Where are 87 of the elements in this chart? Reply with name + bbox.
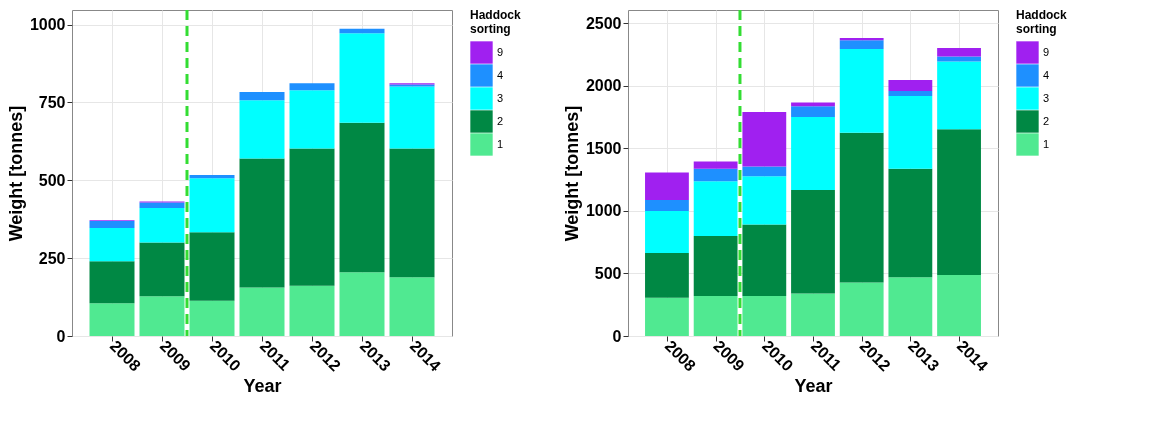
y-tick-label: 500 [38,171,66,189]
bar [742,296,787,336]
bar [139,296,185,336]
bar [693,296,738,336]
y-tick-label: 750 [38,93,66,111]
bar [693,235,738,297]
bar [189,232,235,301]
bar [888,91,933,96]
bar [839,48,884,133]
bar [139,208,185,243]
bar [139,242,185,297]
bar [937,129,981,276]
bar [839,132,884,283]
legend-label: 2 [497,114,504,127]
bar [791,116,835,190]
bar [937,47,981,57]
bar [645,297,689,336]
legend-label: 1 [497,137,504,150]
y-tick-label: 250 [38,249,66,267]
bar [239,287,285,336]
bar [89,303,135,336]
bar [742,224,787,297]
legend-title: Haddock sorting [470,8,521,36]
bar [289,285,335,336]
y-tick-label: 500 [594,264,622,282]
bar [289,90,335,149]
bar [89,221,135,228]
bar [339,122,385,273]
legend-label: 9 [1043,45,1050,58]
bar [289,83,335,91]
bar [645,199,689,211]
bar [888,95,933,169]
legend-label: 3 [497,91,504,104]
bar [339,33,385,123]
bar [937,275,981,336]
bar [645,210,689,254]
legend-label: 4 [497,68,504,81]
bar [189,175,235,179]
bar [937,56,981,62]
legend-label: 3 [1043,91,1050,104]
bar [693,161,738,169]
legend-title: Haddock sorting [1016,8,1067,36]
bar [389,86,435,149]
bar [645,253,689,298]
bar [189,300,235,336]
bar [791,293,835,336]
bar [791,189,835,294]
bar [791,106,835,117]
bar [839,40,884,49]
bar [742,112,787,167]
x-axis-title: Year [243,376,282,397]
bar [339,272,385,336]
bar [139,202,185,209]
bar [742,166,787,177]
y-tick-label: 2000 [585,77,622,95]
y-tick-label: 1000 [585,202,622,220]
bar [888,277,933,336]
bar [89,227,135,262]
bar [239,158,285,288]
bar [389,277,435,336]
bar [239,91,285,101]
bar [937,61,981,130]
y-tick-label: 0 [612,327,622,345]
legend-label: 2 [1043,114,1050,127]
bar [888,80,933,92]
bar [888,168,933,278]
bar [389,148,435,278]
bar [189,178,235,233]
y-tick-label: 2500 [585,14,622,32]
legend-label: 1 [1043,137,1050,150]
bar [693,181,738,236]
legend-label: 4 [1043,68,1050,81]
bar [289,148,335,286]
y-tick-label: 0 [56,327,66,345]
y-axis-title: Weight [tonnes] [5,105,26,242]
y-axis-title: Weight [tonnes] [561,105,582,242]
bar [693,168,738,182]
y-tick-label: 1000 [29,16,66,34]
bar [89,261,135,304]
bar [791,102,835,107]
x-axis-title: Year [794,376,833,397]
bar [742,176,787,225]
legend-label: 9 [497,45,504,58]
bar [239,100,285,159]
bar [839,282,884,336]
y-tick-label: 1500 [585,139,622,157]
bar [645,172,689,200]
